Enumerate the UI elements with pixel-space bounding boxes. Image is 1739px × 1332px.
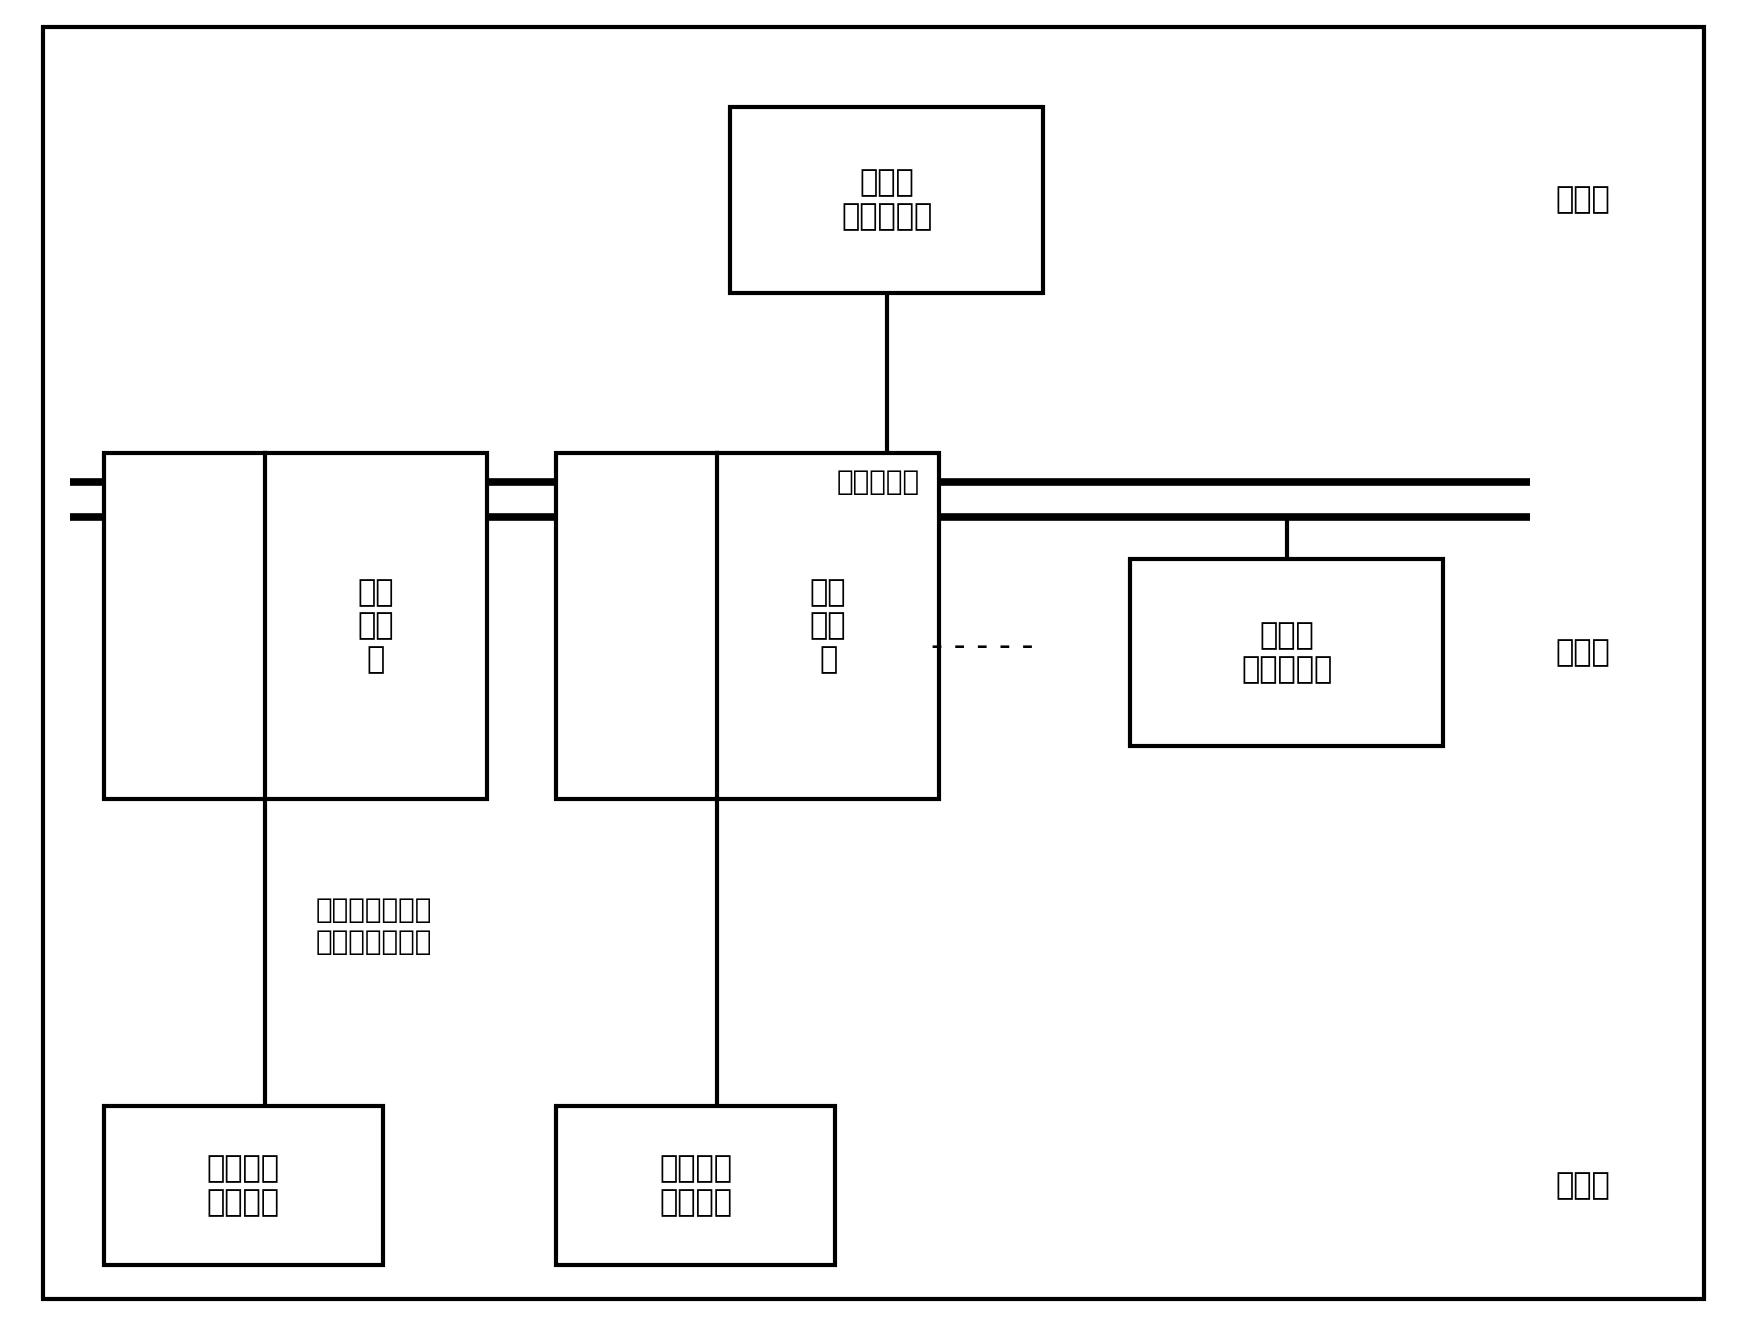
Bar [556,1106,835,1265]
Text: 模拟量和开关量
数字化光纤信号: 模拟量和开关量 数字化光纤信号 [316,895,431,956]
Bar [730,107,1043,293]
Text: - - - - -: - - - - - [932,630,1033,662]
Text: 录波
回放
卡: 录波 回放 卡 [810,578,847,674]
Text: 高压设备
智能单元: 高压设备 智能单元 [659,1155,732,1216]
Text: 录波以太网: 录波以太网 [836,468,920,497]
Text: 间隔层: 间隔层 [1555,638,1610,667]
Text: 过程层: 过程层 [1555,1171,1610,1200]
Text: 站控层: 站控层 [1555,185,1610,214]
Bar [104,453,487,799]
Text: 高压设备
智能单元: 高压设备 智能单元 [207,1155,280,1216]
Text: 录波
回放
卡: 录波 回放 卡 [358,578,395,674]
Bar [1130,559,1443,746]
Bar [556,453,939,799]
Text: 间隔层
录波管理机: 间隔层 录波管理机 [1242,622,1332,683]
Text: 站控层
录波管理机: 站控层 录波管理机 [842,169,932,230]
Bar [104,1106,383,1265]
